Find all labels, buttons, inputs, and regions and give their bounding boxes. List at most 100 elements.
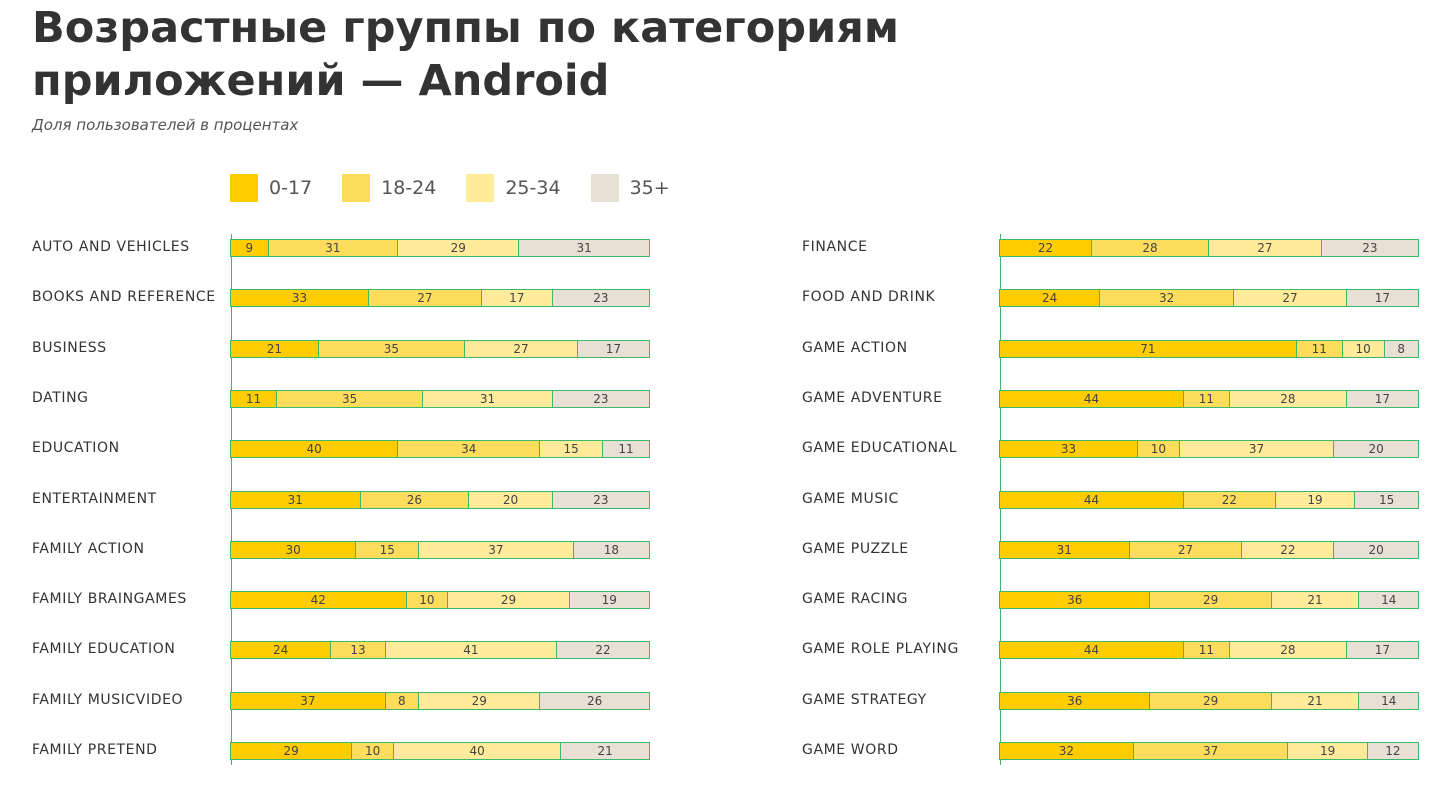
stacked-bar: 33 10 37 20 [999,440,1419,458]
legend-swatch [590,174,619,202]
category-label: BUSINESS [32,340,107,356]
bar-segment-0-17: 36 [1000,693,1151,709]
bar-row-auto-and-vehicles: AUTO AND VEHICLES 9 31 29 31 [0,230,700,257]
bar-segment-35-plus: 21 [561,743,649,759]
category-label: EDUCATION [32,440,120,456]
bar-segment-35-plus: 26 [540,693,649,709]
bar-segment-35-plus: 17 [1346,391,1418,407]
bar-row-books-and-reference: BOOKS AND REFERENCE 33 27 17 23 [0,280,700,307]
bar-segment-0-17: 24 [1000,290,1101,306]
legend-item-25-34: 25-34 [466,174,561,202]
bar-row-dating: DATING 11 35 31 23 [0,381,700,408]
bar-row-food-and-drink: FOOD AND DRINK 24 32 27 17 [770,280,1440,307]
bar-segment-25-34: 21 [1271,592,1360,608]
bar-row-game-puzzle: GAME PUZZLE 31 27 22 20 [770,532,1440,559]
bar-segment-35-plus: 23 [552,391,649,407]
category-label: FAMILY EDUCATION [32,641,176,657]
bar-row-game-adventure: GAME ADVENTURE 44 11 28 17 [770,381,1440,408]
bar-segment-18-24: 27 [1129,542,1243,558]
category-label: FOOD AND DRINK [802,289,936,305]
bar-row-game-strategy: GAME STRATEGY 36 29 21 14 [770,683,1440,710]
bar-segment-0-17: 36 [1000,592,1151,608]
stacked-bar: 31 26 20 23 [230,491,650,509]
stacked-bar: 44 11 28 17 [999,641,1419,659]
stacked-bar: 21 35 27 17 [230,340,650,358]
bar-segment-18-24: 11 [1183,642,1230,658]
bar-segment-35-plus: 19 [569,592,649,608]
stacked-bar: 9 31 29 31 [230,239,650,257]
bar-row-business: BUSINESS 21 35 27 17 [0,331,700,358]
bar-segment-35-plus: 14 [1359,592,1418,608]
bar-segment-25-34: 41 [385,642,558,658]
bar-segment-35-plus: 14 [1359,693,1418,709]
bar-segment-18-24: 10 [1137,441,1180,457]
stacked-bar: 42 10 29 19 [230,591,650,609]
category-label: GAME PUZZLE [802,541,909,557]
category-label: AUTO AND VEHICLES [32,239,190,255]
chart-title: Возрастные группы по категориям приложен… [32,3,899,106]
bar-segment-25-34: 31 [423,391,553,407]
bar-segment-25-34: 29 [448,592,570,608]
legend-label: 35+ [629,177,670,199]
bar-segment-25-34: 29 [398,240,520,256]
bar-row-education: EDUCATION 40 34 15 11 [0,431,700,458]
bar-segment-18-24: 29 [1150,592,1272,608]
category-label: FINANCE [802,239,868,255]
legend-swatch [230,174,258,202]
legend-swatch [342,174,371,202]
legend: 0-17 18-24 25-34 35+ [230,174,700,202]
legend-label: 0-17 [269,177,313,199]
bar-segment-0-17: 32 [1000,743,1134,759]
bar-segment-35-plus: 17 [1346,642,1418,658]
bar-segment-0-17: 40 [231,441,399,457]
bar-segment-18-24: 31 [268,240,399,256]
category-label: GAME RACING [802,591,909,607]
bar-segment-0-17: 24 [231,642,332,658]
bar-segment-18-24: 35 [276,391,424,407]
bar-segment-35-plus: 11 [602,441,649,457]
bar-segment-25-34: 20 [469,492,553,508]
bar-segment-18-24: 22 [1183,492,1276,508]
stacked-bar: 24 32 27 17 [999,289,1419,307]
bar-segment-18-24: 37 [1133,743,1289,759]
bar-segment-25-34: 10 [1342,341,1385,357]
bar-segment-0-17: 42 [231,592,407,608]
bar-row-game-racing: GAME RACING 36 29 21 14 [770,582,1440,609]
stacked-bar: 11 35 31 23 [230,390,650,408]
bar-segment-35-plus: 22 [557,642,649,658]
stacked-bar: 33 27 17 23 [230,289,650,307]
bar-segment-18-24: 34 [398,441,541,457]
category-label: BOOKS AND REFERENCE [32,289,216,305]
bar-segment-25-34: 37 [1179,441,1335,457]
bar-row-family-education: FAMILY EDUCATION 24 13 41 22 [0,632,700,659]
bar-segment-0-17: 44 [1000,391,1184,407]
bar-segment-18-24: 11 [1183,391,1230,407]
stacked-bar: 22 28 27 23 [999,239,1419,257]
category-label: ENTERTAINMENT [32,491,157,507]
stacked-bar: 32 37 19 12 [999,742,1419,760]
bar-row-family-musicvideo: FAMILY MUSICVIDEO 37 8 29 26 [0,683,700,710]
bar-segment-0-17: 29 [231,743,353,759]
bar-segment-25-34: 21 [1271,693,1360,709]
stacked-bar: 29 10 40 21 [230,742,650,760]
bar-segment-35-plus: 17 [1346,290,1418,306]
bar-segment-18-24: 10 [406,592,449,608]
stacked-bar: 37 8 29 26 [230,692,650,710]
bar-segment-0-17: 44 [1000,492,1184,508]
bar-segment-18-24: 26 [360,492,470,508]
category-label: GAME EDUCATIONAL [802,440,958,456]
chart-subtitle: Доля пользователей в процентах [32,116,299,134]
bar-row-family-action: FAMILY ACTION 30 15 37 18 [0,532,700,559]
bar-segment-25-34: 19 [1288,743,1368,759]
bar-segment-35-plus: 15 [1355,492,1418,508]
category-label: GAME ACTION [802,340,908,356]
bar-row-game-music: GAME MUSIC 44 22 19 15 [770,482,1440,509]
bar-segment-18-24: 15 [356,542,420,558]
bar-segment-0-17: 44 [1000,642,1184,658]
legend-label: 25-34 [505,177,561,199]
bar-segment-25-34: 15 [540,441,603,457]
category-label: GAME MUSIC [802,491,899,507]
bar-segment-25-34: 29 [419,693,541,709]
bar-segment-18-24: 29 [1150,693,1272,709]
bar-segment-0-17: 9 [231,240,269,256]
